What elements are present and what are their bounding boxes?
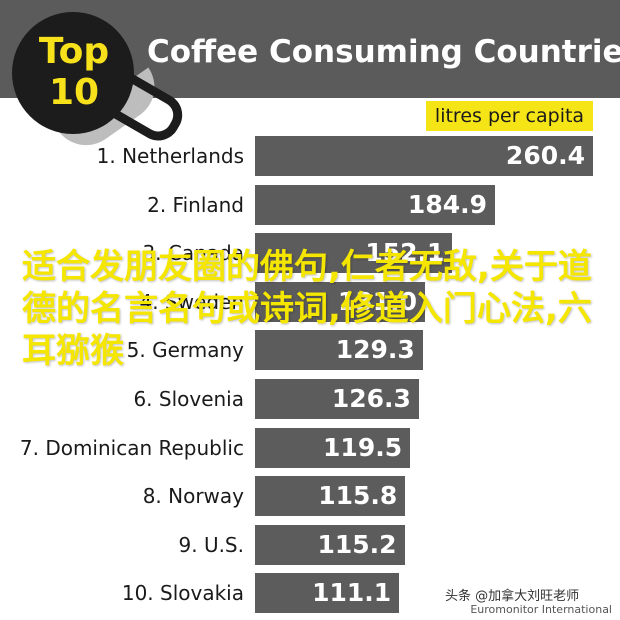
category-label: 6. Slovenia bbox=[133, 387, 244, 411]
bar bbox=[255, 330, 423, 371]
chart-title: Coffee Consuming Countries bbox=[147, 34, 620, 70]
badge-ten-text: 10 bbox=[48, 72, 100, 113]
category-label: 10. Slovakia bbox=[121, 581, 244, 606]
bar bbox=[255, 379, 419, 419]
data-label: 115.8 bbox=[318, 481, 398, 511]
bar bbox=[255, 427, 411, 468]
bar bbox=[255, 476, 406, 517]
data-label: 129.3 bbox=[335, 335, 415, 365]
category-label: 8. Norway bbox=[142, 484, 244, 509]
watermark-text: 头条 @加拿大刘旺老师 bbox=[445, 589, 580, 604]
bar bbox=[255, 233, 453, 274]
data-label: 115.2 bbox=[317, 529, 397, 559]
category-label: 4. Sweden bbox=[139, 289, 244, 314]
unit-label: litres per capita bbox=[426, 101, 593, 131]
data-label: 111.1 bbox=[312, 578, 392, 608]
overlay-caption: 适合发朋友圈的佛句,仁者无敌,关于道德的名言名句或诗词,修道入门心法,六耳猕猴 bbox=[22, 247, 592, 371]
data-label: 126.3 bbox=[331, 384, 411, 413]
data-label: 152.1 bbox=[365, 238, 445, 268]
source-note: Euromonitor International bbox=[470, 603, 612, 616]
bar bbox=[255, 573, 400, 614]
bar bbox=[255, 184, 495, 225]
category-label: 9. U.S. bbox=[178, 532, 245, 557]
bar bbox=[255, 136, 593, 176]
data-label: 184.9 bbox=[407, 189, 487, 219]
data-label: 119.5 bbox=[323, 432, 403, 462]
bar bbox=[255, 281, 426, 322]
badge-top-text: Top bbox=[38, 31, 110, 72]
category-label: 1. Netherlands bbox=[96, 144, 244, 168]
data-label: 260.4 bbox=[505, 141, 585, 170]
category-label: 3. Canada bbox=[142, 241, 244, 266]
category-label: 7. Dominican Republic bbox=[19, 435, 244, 460]
coffee-cup-icon bbox=[14, 14, 132, 132]
category-label: 2. Finland bbox=[147, 192, 244, 217]
category-label: 5. Germany bbox=[126, 338, 244, 363]
bar bbox=[255, 524, 405, 565]
data-label: 131.0 bbox=[337, 286, 418, 316]
